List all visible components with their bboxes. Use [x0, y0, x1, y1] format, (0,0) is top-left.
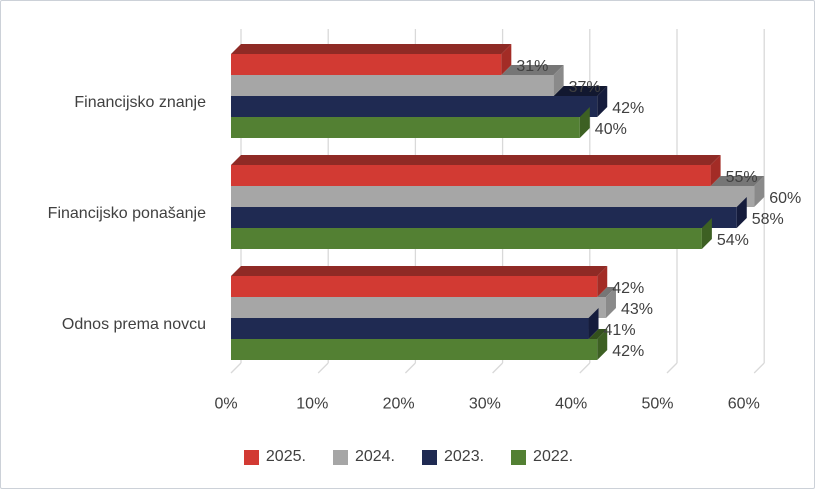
bar-face [231, 276, 598, 297]
bar-face [231, 339, 598, 360]
bar-end-cap [597, 86, 608, 117]
bar-end-cap [605, 287, 616, 318]
bar-end-cap [501, 44, 512, 75]
bar-end-cap [588, 308, 599, 339]
category-label: Financijsko znanje [74, 94, 206, 111]
bar-face [231, 228, 702, 249]
gridline-foot [317, 362, 329, 374]
data-label: 42% [612, 100, 644, 117]
bar-end-cap [597, 329, 608, 360]
legend-label: 2025. [265, 448, 306, 465]
bar-top-face [553, 86, 608, 96]
bar-top-face [597, 287, 616, 297]
bar-end-cap [754, 176, 765, 207]
bar-top-face [231, 155, 721, 165]
axis-tick-label: 40% [555, 396, 587, 413]
legend-item: 2024. [332, 448, 395, 466]
legend: 2025. 2024. 2023. 2022. [1, 444, 814, 470]
data-label: 54% [717, 232, 749, 249]
axis-tick-label: 10% [296, 396, 328, 413]
data-label: 55% [726, 169, 758, 186]
bar-top-face [501, 65, 564, 75]
bar-end-cap [710, 155, 721, 186]
legend-item: 2022. [511, 448, 573, 466]
legend-label: 2023. [444, 448, 485, 465]
bar-face [231, 165, 711, 186]
bar-face [231, 54, 502, 75]
legend-swatch-icon [243, 449, 259, 465]
bar-face [231, 117, 580, 138]
gridline-foot [230, 362, 242, 374]
data-label: 31% [516, 58, 548, 75]
data-label: 40% [595, 121, 627, 138]
legend-swatch-icon [511, 449, 527, 465]
bar-face [231, 75, 554, 96]
bar-end-cap [579, 107, 590, 138]
data-label: 58% [752, 211, 784, 228]
legend-swatch-icon [422, 449, 437, 465]
bar-top-face [231, 44, 512, 54]
category-label: Financijsko ponašanje [47, 205, 206, 222]
bar-face [231, 297, 606, 318]
gridline-foot [579, 362, 591, 374]
data-label: 37% [569, 79, 601, 96]
bar-top-face [588, 329, 608, 339]
axis-tick-label: 0% [214, 396, 237, 413]
bar-end-cap [701, 218, 712, 249]
data-label: 41% [604, 322, 636, 339]
legend-item: 2025. [243, 448, 306, 466]
data-label: 43% [621, 301, 653, 318]
axis-tick-label: 30% [469, 396, 501, 413]
axis-tick-label: 50% [641, 396, 673, 413]
gridline-foot [492, 362, 504, 374]
bar-end-cap [553, 65, 564, 96]
category-label: Odnos prema novcu [61, 316, 206, 333]
bar-top-face [710, 176, 765, 186]
bar-top-face [231, 266, 608, 276]
bar-face [231, 186, 755, 207]
legend-item: 2023. [422, 448, 484, 466]
data-label: 42% [612, 343, 644, 360]
axis-tick-label: 20% [383, 396, 415, 413]
bar-face [231, 318, 589, 339]
bar-end-cap [736, 197, 747, 228]
gridline-foot [404, 362, 416, 374]
legend-label: 2024. [354, 448, 395, 465]
legend-label: 2022. [533, 448, 574, 465]
axis-tick-label: 60% [728, 396, 760, 413]
data-label: 42% [612, 280, 644, 297]
gridline-foot [753, 362, 765, 374]
gridline-foot [666, 362, 678, 374]
data-label: 60% [769, 190, 801, 207]
bar-end-cap [597, 266, 608, 297]
legend-swatch-icon [332, 449, 348, 465]
bar-face [231, 96, 598, 117]
bar-face [231, 207, 737, 228]
